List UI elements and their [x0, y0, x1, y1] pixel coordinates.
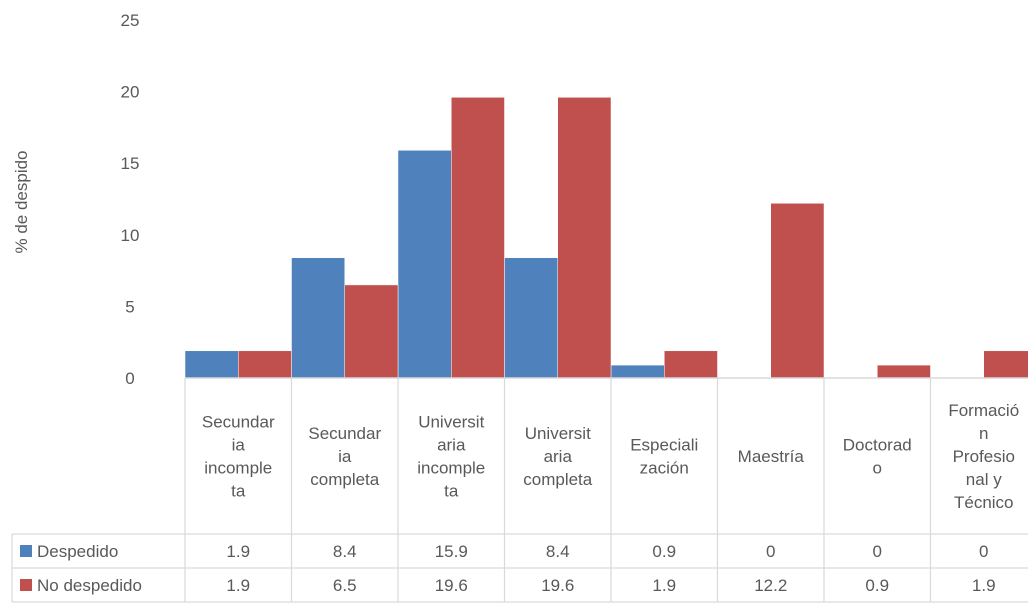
category-label: nal y	[966, 470, 1002, 489]
data-label: 1.9	[226, 576, 250, 595]
category-label: Universit	[418, 413, 484, 432]
bar-no-despedido	[238, 350, 292, 379]
bar-no-despedido	[344, 284, 399, 379]
y-tick-label: 10	[121, 226, 140, 245]
category-label: ia	[232, 436, 246, 455]
data-label: 1.9	[226, 542, 250, 561]
category-label: aria	[437, 436, 466, 455]
category-label: ta	[444, 482, 459, 501]
category-label: aria	[544, 447, 573, 466]
y-tick-label: 15	[121, 154, 140, 173]
category-label: ta	[231, 482, 246, 501]
y-tick-label: 25	[121, 11, 140, 30]
data-label: 19.6	[541, 576, 574, 595]
category-label: incomple	[417, 459, 485, 478]
y-tick-label: 20	[121, 83, 140, 102]
y-tick-label: 0	[125, 369, 134, 388]
legend-label: No despedido	[37, 576, 142, 595]
bar-no-despedido	[664, 350, 718, 379]
category-label: Doctorad	[843, 436, 912, 455]
category-label: incomple	[204, 459, 272, 478]
category-label: ia	[338, 447, 352, 466]
legend-swatch-no-despedido	[20, 579, 32, 591]
bar-no-despedido	[770, 203, 825, 379]
data-label: 0	[766, 542, 775, 561]
category-label: Universit	[525, 424, 591, 443]
data-label: 19.6	[435, 576, 468, 595]
bar-no-despedido	[557, 97, 612, 379]
data-label: 0.9	[652, 542, 676, 561]
data-label: 0	[979, 542, 988, 561]
category-label: Formació	[948, 401, 1019, 420]
data-label: 6.5	[333, 576, 357, 595]
data-label: 8.4	[333, 542, 357, 561]
category-label: Especiali	[630, 436, 698, 455]
category-label: n	[979, 424, 988, 443]
data-label: 0.9	[865, 576, 889, 595]
bar-despedido	[291, 257, 345, 379]
category-label: Técnico	[954, 493, 1014, 512]
data-label: 12.2	[754, 576, 787, 595]
bar-no-despedido	[877, 364, 931, 379]
bar-no-despedido	[451, 97, 505, 379]
category-label: Secundar	[308, 424, 381, 443]
legend-label: Despedido	[37, 542, 118, 561]
data-label: 8.4	[546, 542, 570, 561]
bar-no-despedido	[983, 350, 1028, 379]
category-label: completa	[310, 470, 380, 489]
category-label: o	[873, 459, 882, 478]
y-tick-label: 5	[125, 297, 134, 316]
y-axis-label: % de despido	[12, 150, 31, 253]
bar-despedido	[184, 350, 239, 379]
bar-despedido	[504, 257, 558, 379]
category-label: Secundar	[202, 413, 275, 432]
category-label: zación	[640, 459, 689, 478]
bar-despedido	[397, 150, 452, 379]
category-label: Maestría	[738, 447, 805, 466]
data-label: 1.9	[652, 576, 676, 595]
data-label: 15.9	[435, 542, 468, 561]
data-label: 0	[873, 542, 882, 561]
category-label: completa	[523, 470, 593, 489]
legend-swatch-despedido	[20, 545, 32, 557]
bar-despedido	[610, 364, 665, 379]
data-label: 1.9	[972, 576, 996, 595]
category-label: Profesio	[953, 447, 1015, 466]
